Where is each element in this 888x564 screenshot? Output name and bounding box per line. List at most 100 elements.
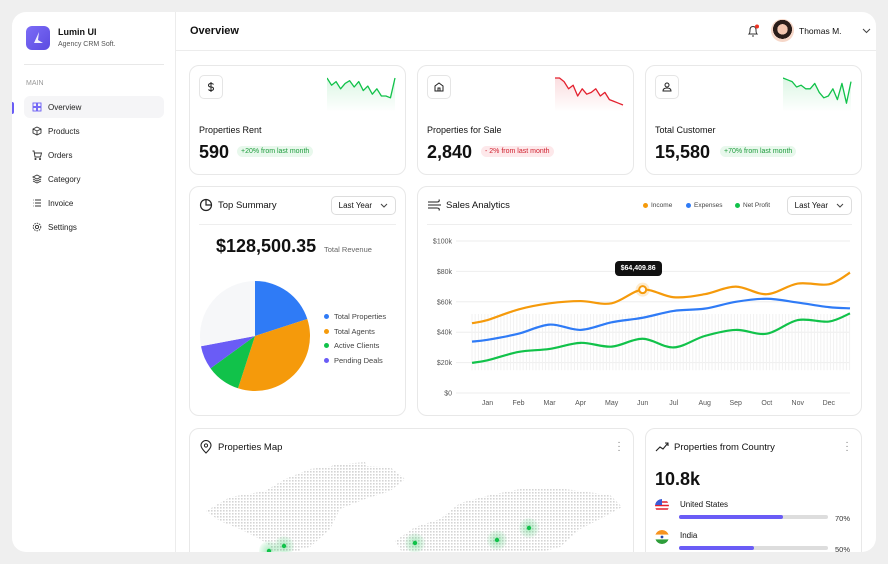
legend-label: Pending Deals <box>334 355 383 365</box>
box-icon <box>32 126 42 136</box>
legend-label: Expenses <box>694 202 723 209</box>
kpi-label: Properties for Sale <box>427 125 502 135</box>
divider <box>427 224 852 225</box>
dollar-icon <box>199 75 223 99</box>
sparkline <box>783 77 852 112</box>
country-name: United States <box>680 500 729 509</box>
map-pin[interactable] <box>266 548 272 552</box>
cart-icon <box>32 150 42 160</box>
grid-icon <box>32 102 42 112</box>
sidebar-item-label: Products <box>48 126 80 136</box>
map-pin[interactable] <box>412 540 418 546</box>
flag-icon <box>655 530 669 544</box>
top-summary-card: Top Summary Last Year $128,500.35 Total … <box>189 186 406 416</box>
sidebar-item-overview[interactable]: Overview <box>24 96 164 118</box>
divider <box>24 64 164 65</box>
sidebar-item-category[interactable]: Category <box>24 168 164 190</box>
pie-slice-total-agents[interactable] <box>238 319 310 391</box>
sidebar-item-settings[interactable]: Settings <box>24 216 164 238</box>
legend-label: Active Clients <box>334 341 380 350</box>
x-tick-label: May <box>605 400 619 407</box>
bell-icon[interactable] <box>746 24 760 38</box>
pie-slice-other[interactable] <box>200 281 255 347</box>
more-menu-icon[interactable]: · · · <box>845 437 849 456</box>
sidebar-item-label: Invoice <box>48 198 74 208</box>
x-tick-label: Oct <box>761 400 772 407</box>
period-select[interactable]: Last Year <box>330 196 396 215</box>
kpi-value: 590 <box>199 142 230 162</box>
card-title: Properties Map <box>218 442 283 453</box>
pie-slice-total-properties[interactable] <box>255 281 308 336</box>
legend-dot <box>735 203 740 208</box>
active-indicator <box>12 102 14 114</box>
app-name: Lumin UI <box>58 27 97 37</box>
sidebar-item-label: Settings <box>48 222 77 232</box>
progress-fill <box>679 515 784 519</box>
legend-label: Total Properties <box>334 312 387 321</box>
header: Overview Thomas M. <box>176 12 876 51</box>
sidebar-item-products[interactable]: Products <box>24 120 164 142</box>
chart-tooltip: $64,409.86 <box>614 260 662 276</box>
map-pin[interactable] <box>494 537 500 543</box>
pie-slice-pending-deals[interactable] <box>200 336 255 369</box>
chevron-down-icon <box>380 203 388 208</box>
avatar[interactable] <box>771 19 794 42</box>
legend-item: Net Profit <box>735 202 770 209</box>
period-value: Last Year <box>794 201 828 210</box>
chevron-down-icon[interactable] <box>862 28 871 34</box>
legend-label: Net Profit <box>743 202 771 209</box>
total-revenue: $128,500.35 <box>216 236 317 256</box>
highlight-point[interactable] <box>638 285 648 295</box>
x-tick-label: Mar <box>544 400 557 407</box>
legend-item: Total Agents <box>324 327 375 336</box>
y-tick-label: $80k <box>437 269 453 276</box>
user-name[interactable]: Thomas M. <box>799 26 842 36</box>
divider <box>199 224 396 225</box>
sidebar-item-label: Category <box>48 174 81 184</box>
sidebar-item-orders[interactable]: Orders <box>24 144 164 166</box>
y-tick-label: $20k <box>437 360 453 367</box>
card-title: Sales Analytics <box>446 200 510 211</box>
sidebar-item-label: Orders <box>48 150 73 160</box>
legend-item: Total Properties <box>324 312 386 321</box>
more-menu-icon[interactable]: · · · <box>617 437 621 456</box>
period-value: Last Year <box>338 201 372 210</box>
series-line-net-profit <box>471 312 851 364</box>
x-tick-label: Nov <box>792 400 805 407</box>
world-map <box>206 462 622 552</box>
trending-up-icon <box>655 442 669 452</box>
sparkline <box>555 77 624 112</box>
legend-dot <box>324 357 329 363</box>
country-percent: 70% <box>835 514 851 523</box>
x-tick-label: Jan <box>482 400 493 407</box>
properties-country-card: Properties from Country · · · 10.8k United… <box>645 428 862 552</box>
y-tick-label: $60k <box>437 299 453 306</box>
kpi-card: Properties Rent 590 +20% from last month <box>189 65 406 175</box>
pie-chart-icon <box>199 198 213 212</box>
map-pin[interactable] <box>526 525 532 531</box>
chevron-down-icon <box>836 203 844 208</box>
sales-line-chart: $0 $20k $40k $60k $80k $100k Jan Feb Mar Apr May Ju… <box>433 239 851 407</box>
legend-dot <box>324 328 329 334</box>
series-line-expenses <box>471 297 851 343</box>
app-subtitle: Agency CRM Soft. <box>58 41 116 48</box>
kpi-change-badge: - 2% from last month <box>481 146 554 157</box>
x-tick-label: Feb <box>513 400 525 407</box>
legend-item: Income <box>643 202 672 209</box>
kpi-value: 2,840 <box>427 142 473 162</box>
legend-label: Income <box>651 202 673 209</box>
legend-item: Active Clients <box>324 341 379 350</box>
period-select[interactable]: Last Year <box>786 196 852 215</box>
legend-dot <box>324 343 329 348</box>
country-percent: 50% <box>835 545 851 552</box>
x-tick-label: Dec <box>823 400 836 407</box>
pie-slice-active-clients[interactable] <box>210 336 255 389</box>
sidebar-item-invoice[interactable]: Invoice <box>24 192 164 214</box>
layers-icon <box>32 174 42 184</box>
legend-item: Expenses <box>686 202 723 209</box>
sidebar-item-label: Overview <box>48 102 82 112</box>
map-pin[interactable] <box>281 543 287 549</box>
progress-fill <box>679 546 754 550</box>
legend-dot <box>643 203 648 208</box>
series-line-income <box>471 271 851 325</box>
